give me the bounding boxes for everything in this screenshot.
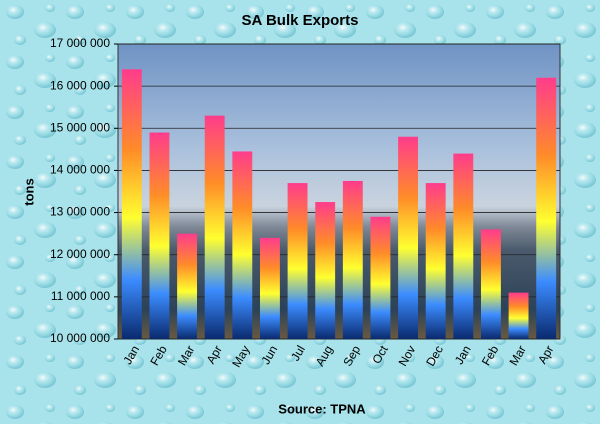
bar <box>287 183 308 339</box>
bar <box>259 237 280 339</box>
y-tick-label: 11 000 000 <box>51 289 110 303</box>
x-axis-title: Source: TPNA <box>278 401 366 416</box>
y-axis-title: tons <box>21 178 36 205</box>
y-tick-label: 15 000 000 <box>50 120 110 134</box>
bar <box>177 233 198 339</box>
bar <box>508 292 529 339</box>
bar <box>453 153 474 339</box>
chart-title: SA Bulk Exports <box>242 12 359 29</box>
bar <box>536 77 557 339</box>
bar <box>204 115 225 340</box>
y-tick-label: 12 000 000 <box>50 247 110 261</box>
bar <box>370 216 391 339</box>
bar <box>121 69 142 340</box>
bar <box>342 180 363 339</box>
bar <box>398 136 419 339</box>
y-tick-label: 14 000 000 <box>50 163 110 177</box>
bar <box>149 132 170 339</box>
bar <box>425 183 446 339</box>
bar <box>480 229 501 339</box>
y-tick-label: 17 000 000 <box>50 36 110 50</box>
y-tick-label: 10 000 000 <box>50 331 110 345</box>
y-tick-label: 16 000 000 <box>50 78 110 92</box>
bar <box>315 202 336 339</box>
x-tick-label: Jul <box>288 343 308 363</box>
y-tick-label: 13 000 000 <box>50 205 110 219</box>
bar <box>232 151 253 339</box>
